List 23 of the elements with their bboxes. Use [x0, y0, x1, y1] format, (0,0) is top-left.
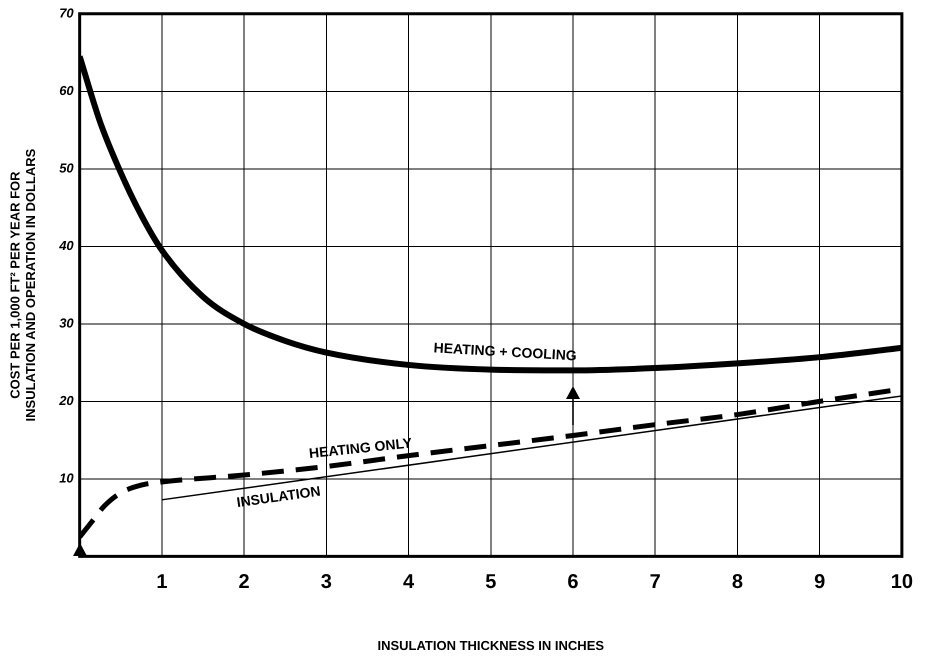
- x-axis-title: INSULATION THICKNESS IN INCHES: [377, 638, 604, 653]
- y-tick-label: 70: [59, 5, 74, 20]
- y-tick-label: 50: [59, 160, 74, 176]
- y-tick-label: 60: [59, 82, 74, 98]
- x-tick-label: 5: [485, 570, 496, 593]
- x-tick-label: 4: [402, 570, 415, 593]
- x-tick-label: 7: [650, 570, 661, 593]
- x-tick-label: 3: [320, 570, 332, 593]
- text: INSULATION: [236, 482, 322, 510]
- text: HEATING ONLY: [308, 434, 414, 462]
- x-tick-label: 2: [238, 570, 250, 593]
- x-tick-label: 8: [732, 570, 743, 593]
- y-tick-label: 20: [58, 392, 74, 408]
- x-tick-label: 1: [156, 570, 168, 593]
- text: INSULATION AND OPERATION IN DOLLARS: [22, 148, 38, 422]
- y-tick-label: 10: [59, 470, 74, 486]
- y-tick-label: 30: [59, 315, 74, 330]
- x-tick-label: 10: [890, 570, 913, 593]
- x-tick-label: 6: [567, 570, 579, 593]
- series-label: HEATING + COOLING: [433, 339, 578, 364]
- text: COST PER 1,000 FT² PER YEAR FOR: [7, 171, 22, 399]
- x-tick-label: 9: [814, 570, 826, 593]
- y-tick-label: 40: [58, 238, 74, 253]
